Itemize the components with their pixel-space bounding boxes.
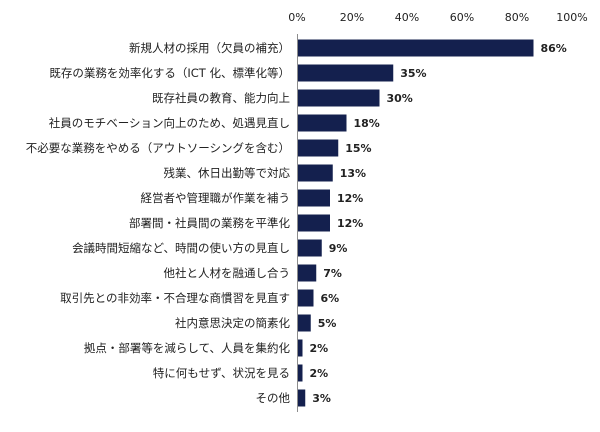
category-label: 会議時間短縮など、時間の使い方の見直し xyxy=(72,241,290,255)
value-label: 3% xyxy=(312,392,331,405)
category-label: 不必要な業務をやめる（アウトソーシングを含む） xyxy=(26,141,290,155)
category-label: 社員のモチベーション向上のため、処遇見直し xyxy=(49,116,290,130)
bars-group: 新規人材の採用（欠員の補充） 86% 既存の業務を効率化する（ICT 化、標準化等）… xyxy=(26,39,567,407)
category-label: 取引先との非効率・不合理な商慣習を見直す xyxy=(60,291,290,305)
value-label: 15% xyxy=(345,142,371,155)
bar xyxy=(298,64,394,82)
bar xyxy=(298,289,314,307)
bar xyxy=(298,314,311,332)
bar xyxy=(298,389,306,407)
x-tick-label: 40% xyxy=(395,11,419,24)
bar xyxy=(298,89,380,107)
value-label: 13% xyxy=(340,167,366,180)
bar xyxy=(298,264,317,282)
category-label: 拠点・部署等を減らして、人員を集約化 xyxy=(84,341,291,355)
x-axis-ticks: 0% 20% 40% 60% 80% 100% xyxy=(288,11,587,24)
category-label: 特に何もせず、状況を見る xyxy=(153,366,290,380)
category-label: その他 xyxy=(256,391,291,405)
bar xyxy=(298,214,330,232)
value-label: 35% xyxy=(400,67,426,80)
bar xyxy=(298,139,339,157)
bar xyxy=(298,189,330,207)
category-label: 既存の業務を効率化する（ICT 化、標準化等） xyxy=(49,66,290,80)
bar xyxy=(298,39,534,57)
value-label: 7% xyxy=(323,267,342,280)
x-tick-label: 60% xyxy=(450,11,474,24)
x-tick-label: 20% xyxy=(340,11,364,24)
value-label: 30% xyxy=(387,92,413,105)
bar xyxy=(298,364,303,382)
x-tick-label: 100% xyxy=(556,11,587,24)
value-label: 18% xyxy=(354,117,380,130)
value-label: 9% xyxy=(329,242,348,255)
category-label: 部署間・社員間の業務を平準化 xyxy=(129,216,290,230)
bar xyxy=(298,339,303,357)
category-label: 既存社員の教育、能力向上 xyxy=(152,91,290,105)
category-label: 他社と人材を融通し合う xyxy=(164,266,291,280)
category-label: 社内意思決定の簡素化 xyxy=(175,316,290,330)
category-label: 残業、休日出勤等で対応 xyxy=(164,166,291,180)
value-label: 2% xyxy=(310,342,329,355)
category-label: 新規人材の採用（欠員の補充） xyxy=(129,41,290,55)
category-label: 経営者や管理職が作業を補う xyxy=(141,191,291,205)
value-label: 12% xyxy=(337,217,363,230)
value-label: 12% xyxy=(337,192,363,205)
value-label: 2% xyxy=(310,367,329,380)
bar xyxy=(298,164,333,182)
value-label: 5% xyxy=(318,317,337,330)
x-tick-label: 0% xyxy=(288,11,305,24)
bar xyxy=(298,114,347,132)
value-label: 6% xyxy=(321,292,340,305)
value-label: 86% xyxy=(541,42,567,55)
x-tick-label: 80% xyxy=(505,11,529,24)
bar xyxy=(298,239,322,257)
